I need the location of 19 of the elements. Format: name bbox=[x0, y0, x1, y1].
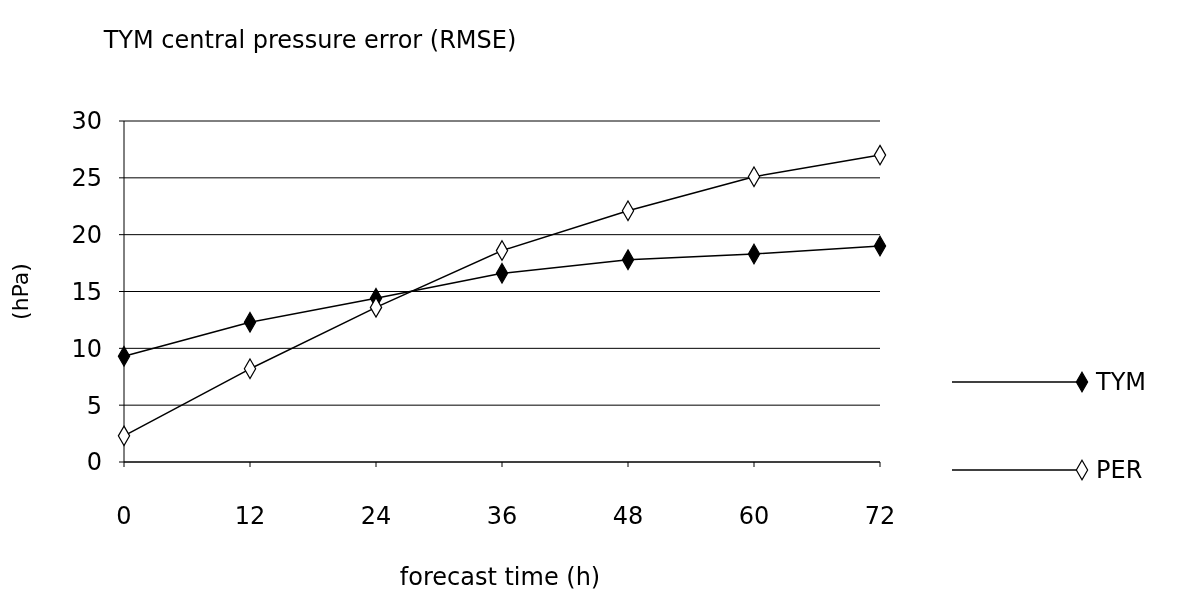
chart-title: TYM central pressure error (RMSE) bbox=[102, 26, 517, 54]
x-tick-label: 24 bbox=[360, 502, 392, 530]
x-axis-title: forecast time (h) bbox=[399, 563, 601, 591]
x-tick-label: 0 bbox=[116, 502, 132, 530]
x-tick-label: 36 bbox=[486, 502, 518, 530]
x-tick-label: 12 bbox=[234, 502, 266, 530]
y-tick-label: 10 bbox=[71, 334, 102, 363]
y-tick-label: 25 bbox=[71, 164, 102, 193]
y-tick-label: 20 bbox=[71, 221, 102, 250]
y-axis-title: (hPa) bbox=[8, 263, 33, 320]
y-tick-label: 15 bbox=[71, 277, 102, 306]
x-tick-label: 48 bbox=[612, 502, 644, 530]
legend-label: PER bbox=[1096, 456, 1143, 485]
legend-label: TYM bbox=[1095, 368, 1147, 397]
y-tick-label: 0 bbox=[86, 448, 102, 477]
x-tick-label: 60 bbox=[738, 502, 770, 530]
x-tick-label: 72 bbox=[864, 502, 896, 530]
y-tick-label: 30 bbox=[71, 107, 102, 136]
y-tick-label: 5 bbox=[86, 391, 102, 420]
